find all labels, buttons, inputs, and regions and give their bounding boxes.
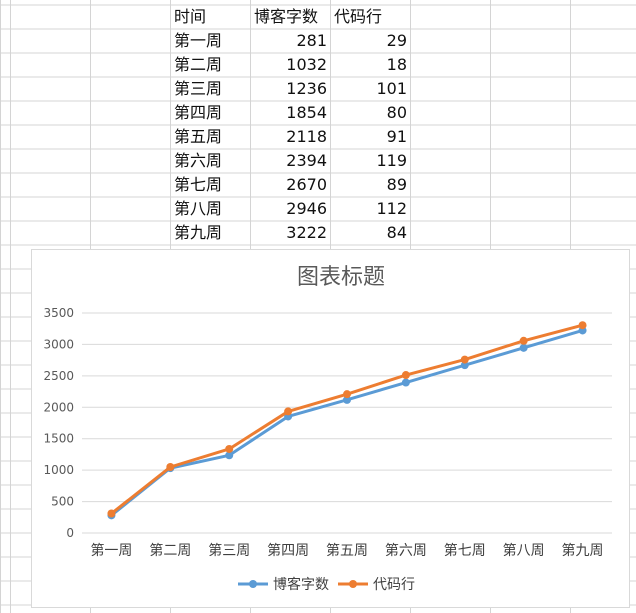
header-cell[interactable]: 时间	[174, 7, 207, 26]
spreadsheet-cells: 时间 博客字数 代码行第一周 281 29 第二周 1032 18 第三周 1236 101 第四周 1…	[0, 0, 636, 250]
x-tick-label: 第五周	[326, 542, 368, 559]
data-point[interactable]	[519, 343, 528, 352]
y-tick-label: 0	[66, 526, 74, 540]
x-tick-label: 第六周	[385, 542, 427, 559]
x-tick-label: 第九周	[562, 542, 604, 559]
table-cell[interactable]: 1236	[286, 79, 327, 98]
legend-label: 博客字数	[273, 576, 329, 593]
legend-label: 代码行	[373, 577, 415, 593]
y-tick-label: 2000	[43, 400, 74, 414]
legend-marker	[249, 580, 257, 588]
x-tick-label: 第八周	[503, 542, 545, 559]
x-tick-label: 第三周	[208, 542, 250, 559]
data-point[interactable]	[460, 361, 469, 370]
data-point[interactable]	[401, 371, 410, 380]
data-point[interactable]	[225, 451, 234, 460]
table-cell[interactable]: 119	[376, 151, 407, 170]
data-point[interactable]	[519, 336, 528, 345]
line-chart[interactable]: 图表标题 0 500 1000 1500 2000 2500 3000 3500 第一周 第二周 第三…	[31, 249, 630, 608]
table-cell[interactable]: 第一周	[174, 31, 223, 50]
data-point[interactable]	[343, 390, 351, 399]
table-cell[interactable]: 2394	[286, 151, 327, 170]
chart-canvas: 图表标题 0 500 1000 1500 2000 2500 3000 3500 第一周 第二周 第三…	[43, 265, 612, 593]
series-line[interactable]	[109, 328, 585, 517]
y-tick-label: 1000	[43, 463, 74, 477]
y-tick-label: 2500	[43, 369, 74, 383]
data-point[interactable]	[460, 355, 469, 364]
y-tick-label: 3000	[43, 337, 74, 351]
data-point[interactable]	[343, 395, 351, 404]
data-point[interactable]	[578, 321, 587, 330]
table-cell[interactable]: 101	[376, 79, 407, 98]
data-point[interactable]	[401, 378, 410, 387]
table-cell[interactable]: 29	[386, 31, 407, 50]
x-tick-label: 第七周	[444, 542, 486, 559]
table-cell[interactable]: 18	[386, 55, 407, 74]
x-tick-label: 第一周	[90, 542, 132, 559]
table-cell[interactable]: 2118	[286, 127, 327, 146]
table-cell[interactable]: 3222	[286, 223, 327, 242]
data-point[interactable]	[166, 463, 175, 471]
table-cell[interactable]: 91	[386, 127, 407, 146]
table-cell[interactable]: 1854	[286, 103, 327, 122]
data-point[interactable]	[284, 407, 293, 416]
table-cell[interactable]: 第三周	[174, 79, 223, 98]
x-tick-label: 第二周	[149, 542, 191, 559]
y-tick-label: 500	[51, 495, 74, 509]
table-cell[interactable]: 第四周	[174, 103, 223, 122]
y-tick-label: 1500	[43, 432, 74, 446]
table-cell[interactable]: 89	[386, 175, 407, 194]
series-line[interactable]	[109, 323, 585, 516]
table-cell[interactable]: 第九周	[174, 223, 223, 242]
table-cell[interactable]: 第二周	[174, 55, 223, 74]
table-cell[interactable]: 第五周	[174, 127, 223, 146]
table-cell[interactable]: 80	[386, 103, 407, 122]
x-tick-label: 第四周	[267, 542, 309, 559]
chart-title: 图表标题	[297, 265, 385, 290]
header-cell[interactable]: 博客字数	[254, 7, 319, 26]
data-point[interactable]	[225, 444, 234, 453]
header-cell[interactable]: 代码行	[334, 7, 383, 26]
table-cell[interactable]: 1032	[286, 55, 327, 74]
legend-marker	[349, 580, 357, 588]
table-cell[interactable]: 2946	[286, 199, 327, 218]
data-point[interactable]	[107, 509, 116, 518]
table-cell[interactable]: 84	[386, 223, 407, 242]
table-cell[interactable]: 2670	[286, 175, 327, 194]
table-cell[interactable]: 281	[296, 31, 327, 50]
y-tick-label: 3500	[43, 306, 74, 320]
table-cell[interactable]: 第七周	[174, 175, 223, 194]
table-cell[interactable]: 第六周	[174, 151, 223, 170]
table-cell[interactable]: 112	[376, 199, 407, 218]
table-cell[interactable]: 第八周	[174, 199, 223, 218]
